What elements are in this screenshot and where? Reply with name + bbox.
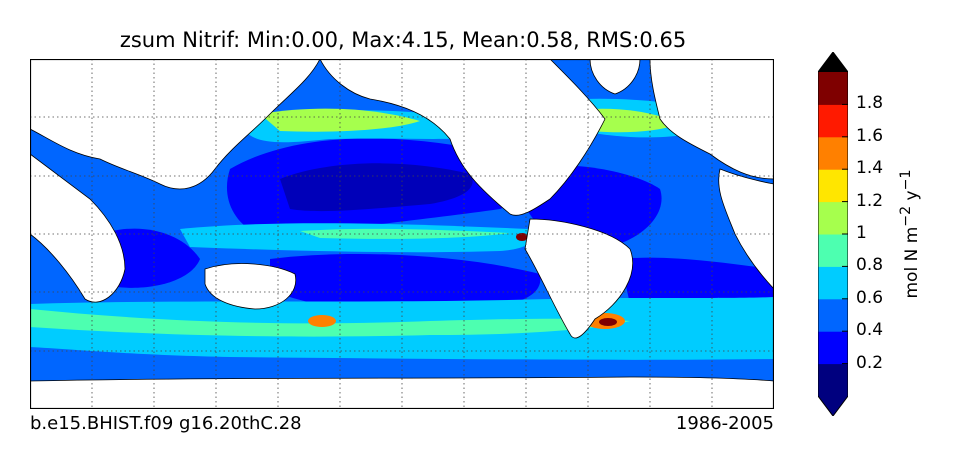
colorbar-tick-label: 0.6 <box>856 287 884 308</box>
north-america-land <box>319 59 606 216</box>
australia-land <box>204 263 297 310</box>
colorbar-tick-label: 1.8 <box>856 93 884 114</box>
colorbar-bin <box>818 169 848 203</box>
colorbar-tick-label: 1 <box>856 223 867 243</box>
colorbar-tick-label: 0.2 <box>856 352 884 373</box>
map-title: zsum Nitrif: Min:0.00, Max:4.15, Mean:0.… <box>119 28 687 52</box>
south-america-land <box>524 218 633 339</box>
eurasia-land <box>30 59 321 190</box>
colorbar-bin <box>818 331 848 365</box>
colorbar-extend-low <box>818 396 848 416</box>
colorbar-bin <box>818 104 848 138</box>
colorbar-tick-label: 1.6 <box>856 125 884 146</box>
colorbar-extend-high <box>818 52 848 72</box>
pacific-south-low <box>270 254 541 311</box>
colorbar-tick-label: 0.4 <box>856 320 884 341</box>
colorbar-bin <box>818 363 848 397</box>
north-pacific-green <box>260 108 420 132</box>
peru-hotspot <box>516 233 528 241</box>
case-name-label: b.e15.BHIST.f09 g16.20thC.28 <box>30 413 302 434</box>
colorbar-bin <box>818 136 848 170</box>
colorbar-tick-label: 0.8 <box>856 255 884 276</box>
colorbar-bin <box>818 234 848 267</box>
africa-land <box>30 153 126 303</box>
colorbar-tick-label: 1.2 <box>856 190 884 211</box>
patagonia-core <box>599 318 617 326</box>
period-label: 1986-2005 <box>675 413 774 434</box>
greenland-land <box>589 59 641 95</box>
new-zealand-hotspot <box>308 315 336 327</box>
atlantic-south-low <box>620 257 774 311</box>
colorbar-bin <box>818 72 848 105</box>
southern-ocean-green <box>30 309 630 337</box>
colorbar-bin <box>818 201 848 235</box>
global-ocean-map <box>30 59 774 409</box>
colorbar-bin <box>818 266 848 300</box>
colorbar <box>817 51 849 417</box>
colorbar-tick-label: 1.4 <box>856 158 884 179</box>
pacific-north-core <box>280 163 473 212</box>
map-frame <box>30 59 774 409</box>
africa-east-land <box>718 168 774 290</box>
colorbar-bin <box>818 298 848 332</box>
